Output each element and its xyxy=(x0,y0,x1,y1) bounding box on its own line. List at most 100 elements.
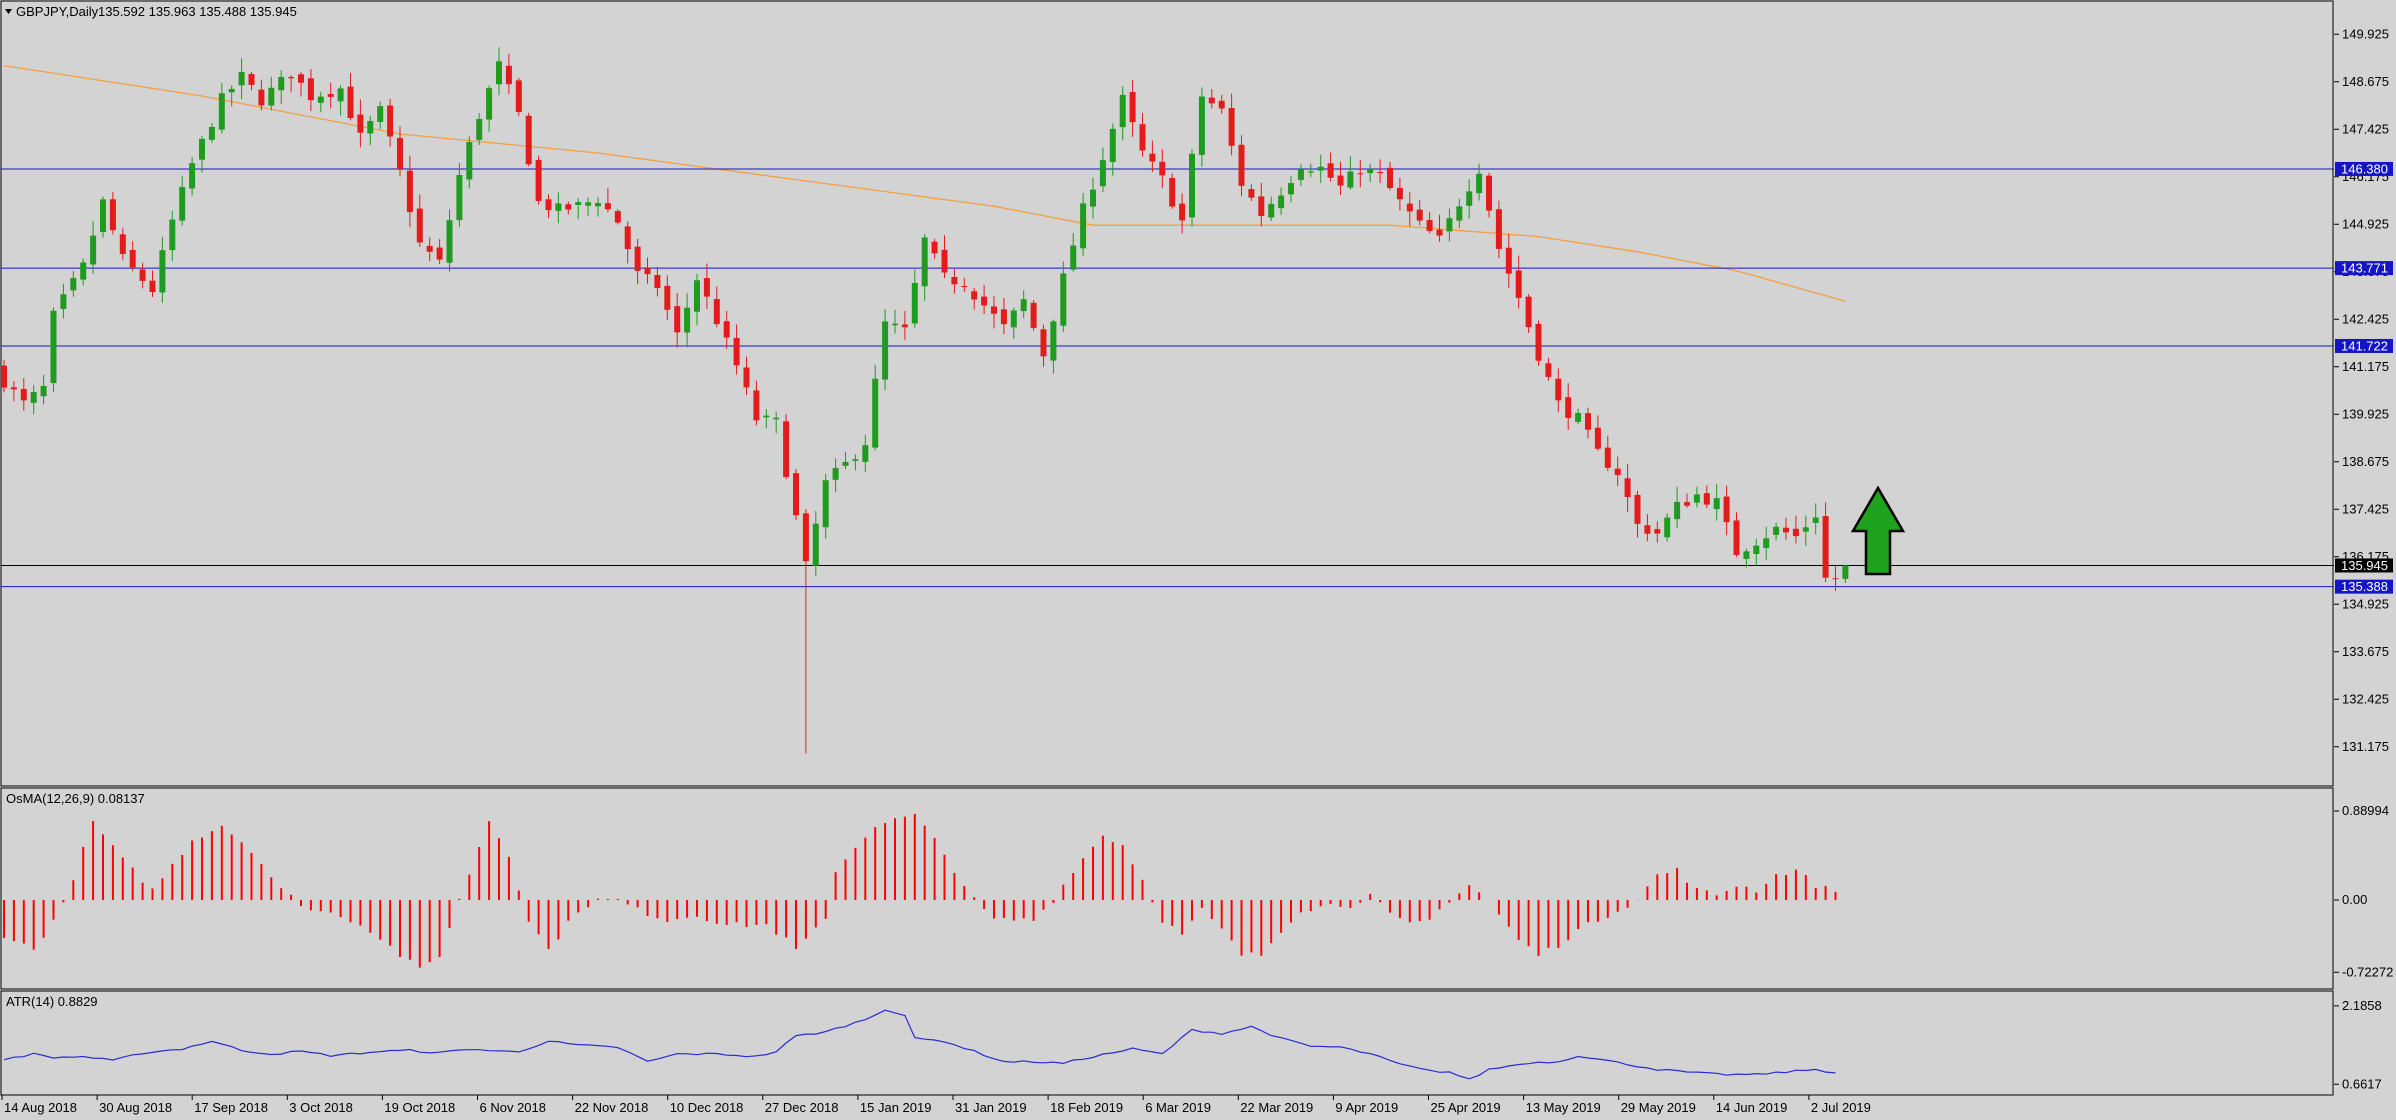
candle-body xyxy=(1594,427,1601,449)
price-tick-label: 141.175 xyxy=(2342,359,2389,374)
candle-body xyxy=(1535,323,1542,361)
candle-body xyxy=(931,241,938,254)
candle-body xyxy=(1396,187,1403,200)
candle-body xyxy=(1020,299,1027,312)
price-tick-label: 132.425 xyxy=(2342,691,2389,706)
candle-body xyxy=(337,88,344,102)
candle-body xyxy=(1030,302,1037,328)
candle-body xyxy=(674,306,681,333)
candle-body xyxy=(555,203,562,211)
price-tick-label: 131.175 xyxy=(2342,739,2389,754)
candle-body xyxy=(941,249,948,273)
candle-body xyxy=(1149,153,1156,162)
candlesticks xyxy=(1,47,1849,754)
time-tick-label: 15 Jan 2019 xyxy=(860,1100,932,1115)
time-tick-label: 14 Aug 2018 xyxy=(4,1100,77,1115)
candle-body xyxy=(664,285,671,310)
candle-body xyxy=(139,269,146,281)
candle-body xyxy=(1545,363,1552,377)
candle-body xyxy=(1258,196,1265,217)
candle-body xyxy=(288,77,295,79)
atr-series-line xyxy=(3,1009,1836,1080)
candle-body xyxy=(416,208,423,243)
candle-body xyxy=(604,203,611,210)
candle-body xyxy=(1169,177,1176,207)
time-axis: 14 Aug 2018 30 Aug 2018 17 Sep 2018 3 Oct 2… xyxy=(1,1095,1871,1115)
osma-tick-label: 0.00 xyxy=(2342,892,2367,907)
candle-body xyxy=(1763,538,1770,549)
osma-tick-label: -0.72272 xyxy=(2342,964,2393,979)
candle-body xyxy=(1426,219,1433,232)
candle-body xyxy=(159,250,166,293)
osma-axis: 0.88994 0.00 -0.72272 xyxy=(2334,803,2393,979)
candle-body xyxy=(773,417,780,420)
candle-body xyxy=(258,89,265,106)
candle-body xyxy=(1297,169,1304,180)
level-price-tag-label: 141.722 xyxy=(2341,338,2388,353)
candle-body xyxy=(199,138,205,160)
candle-body xyxy=(911,282,918,324)
candle-body xyxy=(436,247,443,260)
candle-body xyxy=(218,93,225,130)
candle-body xyxy=(1109,128,1116,163)
candle-body xyxy=(327,94,334,97)
candle-body xyxy=(1040,329,1047,357)
candle-body xyxy=(317,96,324,103)
atr-tick-label: 0.6617 xyxy=(2342,1076,2382,1091)
time-tick-label: 6 Mar 2019 xyxy=(1145,1100,1211,1115)
candle-body xyxy=(169,219,176,251)
candle-body xyxy=(1159,161,1166,176)
time-tick-label: 14 Jun 2019 xyxy=(1716,1100,1788,1115)
candle-body xyxy=(1773,526,1780,535)
time-tick-label: 3 Oct 2018 xyxy=(289,1100,353,1115)
candle-body xyxy=(1070,245,1077,270)
candle-body xyxy=(179,187,186,221)
candle-body xyxy=(1416,209,1423,221)
candle-body xyxy=(50,310,57,384)
candle-body xyxy=(753,390,760,421)
candle-body xyxy=(1525,296,1532,328)
candle-body xyxy=(882,321,889,380)
candle-body xyxy=(1099,160,1106,187)
candle-body xyxy=(298,74,304,83)
candle-body xyxy=(397,138,403,169)
candle-body xyxy=(1327,163,1334,178)
collapse-triangle-icon[interactable] xyxy=(5,9,12,14)
candle-body xyxy=(1446,218,1453,232)
candle-body xyxy=(1010,310,1017,328)
candle-body xyxy=(466,142,473,180)
candle-body xyxy=(1476,173,1483,194)
candle-body xyxy=(981,296,988,306)
candle-body xyxy=(862,445,869,462)
candle-body xyxy=(1347,171,1354,188)
candle-body xyxy=(1000,309,1007,325)
time-tick-label: 10 Dec 2018 xyxy=(670,1100,744,1115)
osma-tick-label: 0.88994 xyxy=(2342,803,2389,818)
candle-body xyxy=(1783,527,1789,533)
price-tick-label: 137.425 xyxy=(2342,501,2389,516)
candle-body xyxy=(1228,108,1235,146)
candle-body xyxy=(10,387,17,390)
candle-body xyxy=(70,277,77,291)
ohlc-values: 135.592 135.963 135.488 135.945 xyxy=(98,4,297,19)
candle-body xyxy=(1703,493,1710,505)
price-tick-label: 133.675 xyxy=(2342,644,2389,659)
candle-body xyxy=(189,163,196,189)
candle-body xyxy=(1317,166,1324,171)
candle-body xyxy=(1565,397,1572,418)
candle-body xyxy=(367,120,374,134)
time-tick-label: 6 Nov 2018 xyxy=(480,1100,547,1115)
candle-body xyxy=(783,421,790,477)
time-tick-label: 29 May 2019 xyxy=(1621,1100,1696,1115)
candle-body xyxy=(1654,529,1661,534)
candle-body xyxy=(1179,203,1186,221)
candle-body xyxy=(565,204,572,210)
candle-body xyxy=(852,459,859,461)
level-price-tag xyxy=(2335,579,2393,594)
candle-body xyxy=(644,268,651,275)
candle-body xyxy=(1743,551,1750,559)
candle-body xyxy=(832,468,839,480)
candle-body xyxy=(1248,189,1255,198)
time-tick-label: 27 Dec 2018 xyxy=(765,1100,839,1115)
candle-body xyxy=(1792,528,1799,537)
